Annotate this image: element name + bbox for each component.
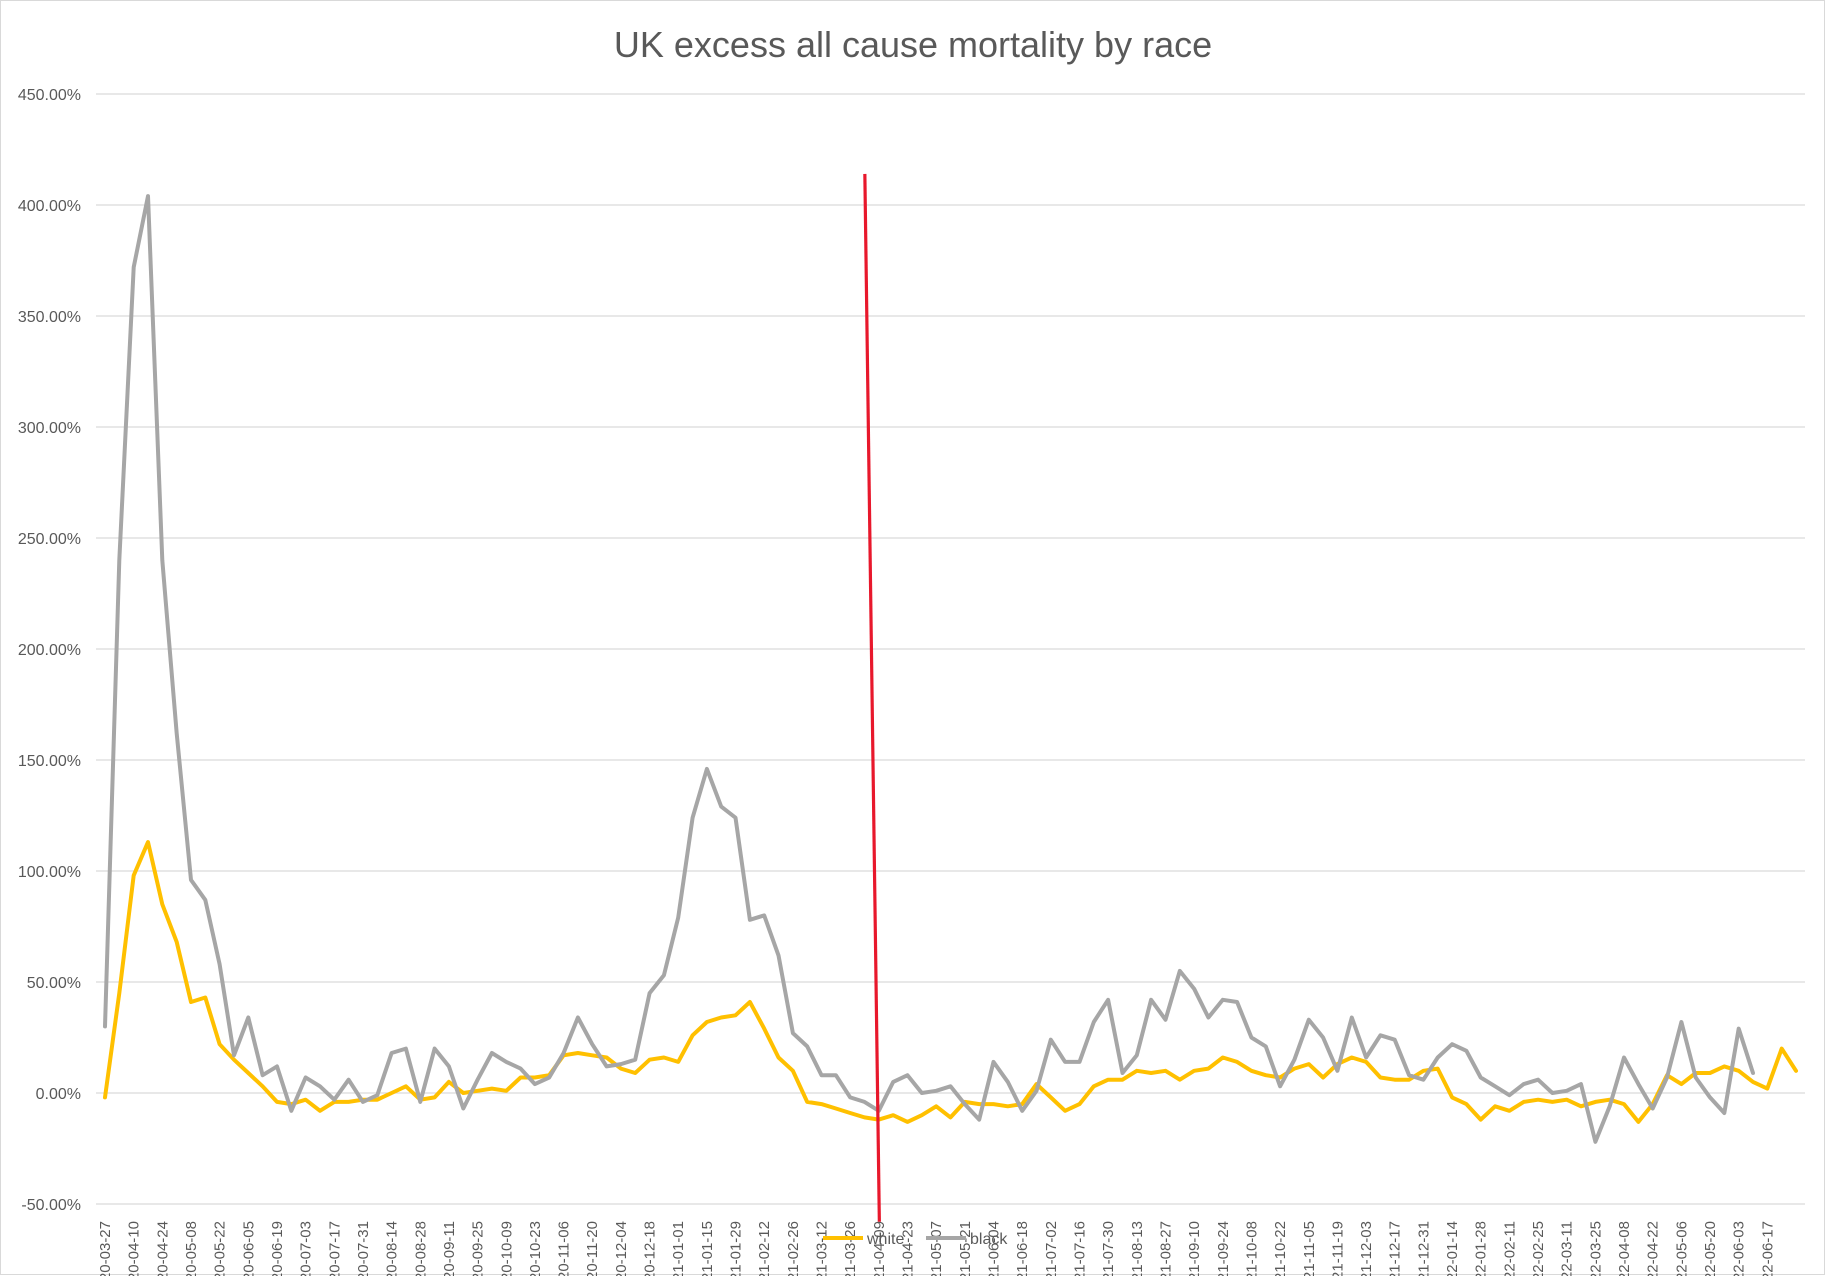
x-tick-label: 2022-05-06 (1673, 1221, 1690, 1276)
x-tick-label: 2021-01-01 (670, 1221, 687, 1276)
y-tick-label: 250.00% (18, 531, 81, 548)
x-tick-label: 2020-09-25 (470, 1221, 487, 1276)
x-tick-label: 2020-05-08 (183, 1221, 200, 1276)
legend-label-white: white (866, 1231, 904, 1248)
x-tick-label: 2021-04-09 (871, 1221, 888, 1276)
x-tick-label: 2021-08-27 (1157, 1221, 1174, 1276)
x-tick-label: 2022-01-28 (1473, 1221, 1490, 1276)
y-tick-label: 300.00% (18, 420, 81, 437)
x-tick-label: 2021-03-26 (842, 1221, 859, 1276)
x-tick-label: 2021-07-02 (1043, 1221, 1060, 1276)
x-tick-label: 2021-06-04 (985, 1221, 1002, 1276)
annotation-layer (863, 173, 881, 1222)
x-tick-label: 2022-03-25 (1587, 1221, 1604, 1276)
legend-label-black: black (970, 1231, 1008, 1248)
x-tick-label: 2022-05-20 (1702, 1221, 1719, 1276)
x-tick-label: 2020-08-28 (412, 1221, 429, 1276)
x-tick-label: 2020-08-14 (384, 1221, 401, 1276)
y-tick-label: 200.00% (18, 642, 81, 659)
x-tick-label: 2020-04-10 (126, 1221, 143, 1276)
x-tick-label: 2020-04-24 (154, 1221, 171, 1276)
x-tick-label: 2021-01-29 (728, 1221, 745, 1276)
x-tick-label: 2021-06-18 (1014, 1221, 1031, 1276)
x-tick-label: 2021-04-23 (900, 1221, 917, 1276)
x-tick-label: 2021-09-24 (1215, 1221, 1232, 1276)
x-tick-label: 2021-08-13 (1129, 1221, 1146, 1276)
y-axis: -50.00% 0.00% 50.00% 100.00% 150.00% 200.00% 2… (18, 87, 81, 1214)
x-tick-label: 2021-11-05 (1301, 1221, 1318, 1276)
series-layer (103, 194, 1798, 1144)
y-tick-label: 50.00% (27, 975, 81, 992)
x-tick-label: 2020-03-27 (97, 1221, 114, 1276)
annotation-red-line (863, 173, 881, 1222)
x-tick-label: 2021-02-26 (785, 1221, 802, 1276)
x-tick-label: 2022-06-17 (1759, 1221, 1776, 1276)
x-tick-label: 2021-12-03 (1358, 1221, 1375, 1276)
x-tick-label: 2020-07-03 (298, 1221, 315, 1276)
x-tick-label: 2020-07-31 (355, 1221, 372, 1276)
x-tick-label: 2021-03-12 (814, 1221, 831, 1276)
x-tick-label: 2020-06-19 (269, 1221, 286, 1276)
y-tick-label: 400.00% (18, 198, 81, 215)
x-tick-label: 2022-04-08 (1616, 1221, 1633, 1276)
x-tick-label: 2020-06-05 (240, 1221, 257, 1276)
x-tick-label: 2021-10-22 (1272, 1221, 1289, 1276)
x-tick-label: 2022-04-22 (1645, 1221, 1662, 1276)
x-tick-label: 2022-01-14 (1444, 1221, 1461, 1276)
y-tick-label: 0.00% (36, 1086, 81, 1103)
x-tick-label: 2021-02-12 (756, 1221, 773, 1276)
y-tick-label: 100.00% (18, 864, 81, 881)
legend: white black (823, 1231, 1008, 1248)
x-tick-label: 2020-12-04 (613, 1221, 630, 1276)
x-tick-label: 2020-07-17 (326, 1221, 343, 1276)
x-tick-label: 2021-12-17 (1387, 1221, 1404, 1276)
x-tick-label: 2021-09-10 (1186, 1221, 1203, 1276)
x-axis: 2020-03-27 2020-04-10 2020-04-24 2020-05-08… (97, 1221, 1776, 1276)
chart-title: UK excess all cause mortality by race (614, 24, 1212, 65)
series-line-black (103, 194, 1755, 1144)
x-tick-label: 2021-10-08 (1243, 1221, 1260, 1276)
x-tick-label: 2021-11-19 (1329, 1221, 1346, 1276)
x-tick-label: 2021-07-16 (1071, 1221, 1088, 1276)
x-tick-label: 2021-01-15 (699, 1221, 716, 1276)
x-tick-label: 2021-05-07 (928, 1221, 945, 1276)
x-tick-label: 2022-02-11 (1501, 1221, 1518, 1276)
x-tick-label: 2022-02-25 (1530, 1221, 1547, 1276)
x-tick-label: 2021-05-21 (957, 1221, 974, 1276)
x-tick-label: 2020-05-22 (212, 1221, 229, 1276)
x-tick-label: 2022-06-03 (1731, 1221, 1748, 1276)
x-tick-label: 2020-10-09 (498, 1221, 515, 1276)
x-tick-label: 2022-03-11 (1559, 1221, 1576, 1276)
x-tick-label: 2021-12-31 (1415, 1221, 1432, 1276)
series-line-white (103, 840, 1798, 1124)
y-tick-label: 450.00% (18, 87, 81, 104)
x-tick-label: 2020-12-18 (642, 1221, 659, 1276)
x-tick-label: 2021-07-30 (1100, 1221, 1117, 1276)
gridlines (96, 93, 1805, 1205)
y-tick-label: 150.00% (18, 753, 81, 770)
x-tick-label: 2020-11-20 (584, 1221, 601, 1276)
x-tick-label: 2020-09-11 (441, 1221, 458, 1276)
y-tick-label: -50.00% (21, 1197, 81, 1214)
y-tick-label: 350.00% (18, 309, 81, 326)
x-tick-label: 2020-10-23 (527, 1221, 544, 1276)
x-tick-label: 2020-11-06 (556, 1221, 573, 1276)
